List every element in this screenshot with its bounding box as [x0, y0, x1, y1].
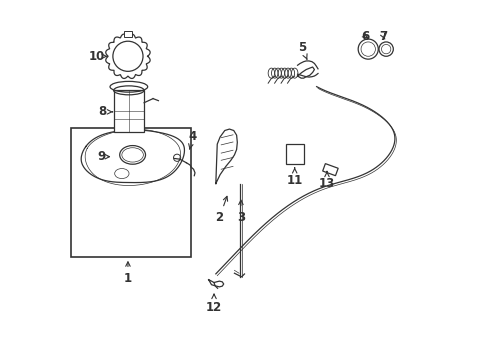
Text: 11: 11 — [286, 168, 302, 186]
Text: 10: 10 — [88, 50, 107, 63]
Bar — [322, 164, 338, 176]
Bar — [70, 128, 190, 257]
Bar — [113, 90, 144, 132]
Text: 13: 13 — [318, 171, 334, 190]
Text: 4: 4 — [188, 130, 196, 149]
Text: 12: 12 — [205, 294, 222, 314]
Bar — [124, 31, 131, 37]
Text: 2: 2 — [215, 196, 227, 224]
Text: 8: 8 — [99, 105, 112, 118]
Text: 1: 1 — [123, 262, 132, 285]
Text: 9: 9 — [97, 150, 109, 163]
Text: 3: 3 — [236, 200, 244, 224]
Text: 5: 5 — [297, 41, 306, 59]
Text: 6: 6 — [361, 30, 369, 43]
Bar — [285, 144, 303, 164]
Text: 7: 7 — [379, 30, 387, 43]
